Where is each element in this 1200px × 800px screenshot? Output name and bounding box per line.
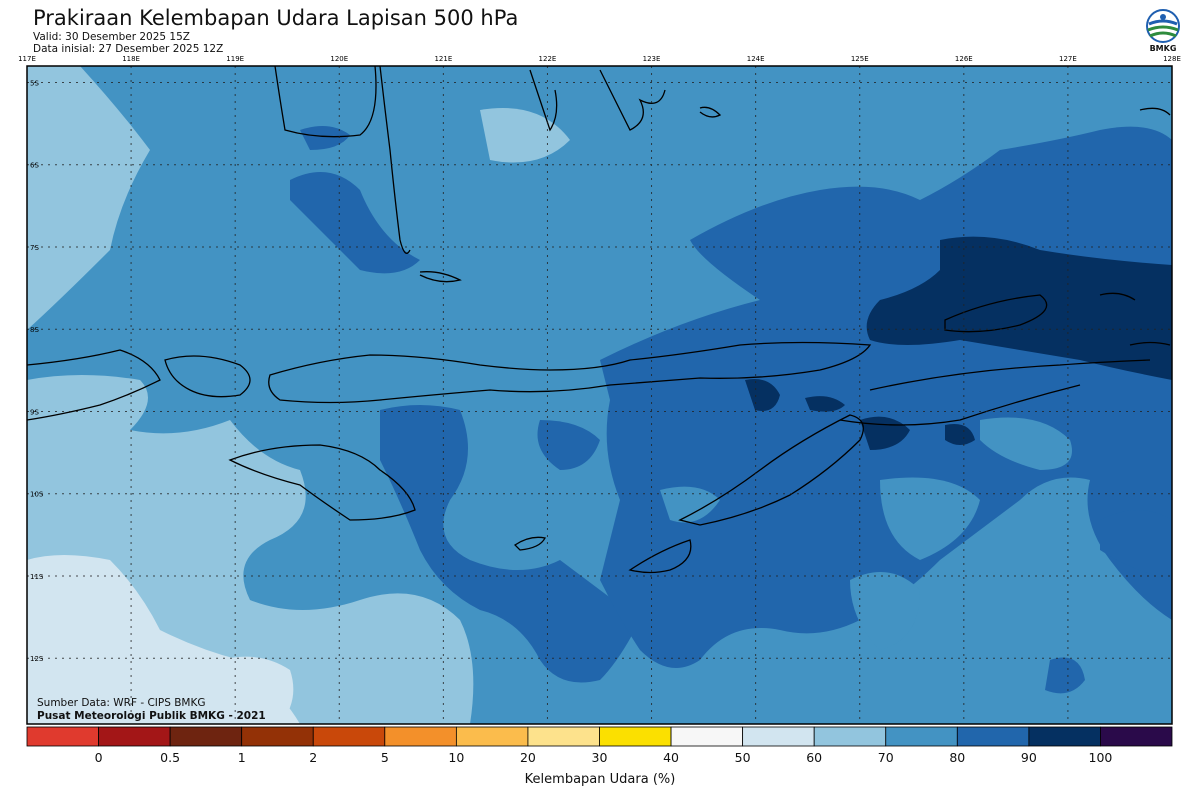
colorbar-swatch xyxy=(312,726,386,747)
colorbar-label: 20 xyxy=(519,750,536,765)
colorbar-swatch xyxy=(384,726,457,747)
logo-text: BMKG xyxy=(1149,44,1177,53)
colorbar-swatch xyxy=(98,726,171,747)
colorbar-label: 70 xyxy=(877,750,894,765)
colorbar-label: 0.5 xyxy=(160,750,181,765)
lat-tick-label: 11S xyxy=(30,573,44,581)
lon-tick-label: 126E xyxy=(955,55,973,63)
lon-tick-label: 128E xyxy=(1163,55,1181,63)
colorbar-label: 1 xyxy=(237,750,246,765)
longitude-labels: 117E 118E 119E 120E 121E 122E 123E 124E 125E 126E… xyxy=(18,55,1181,63)
lon-tick-label: 127E xyxy=(1059,55,1077,63)
initial-time: Data inisial: 27 Desember 2025 12Z xyxy=(33,43,224,55)
colorbar-label: 2 xyxy=(309,750,318,765)
colorbar-swatch xyxy=(1100,726,1173,747)
colorbar-label: 90 xyxy=(1020,750,1037,765)
colorbar-swatch xyxy=(455,726,529,747)
lat-tick-label: 9S xyxy=(30,408,39,416)
coastlines xyxy=(27,66,1171,574)
lon-tick-label: 123E xyxy=(643,55,661,63)
source-credit: Sumber Data: WRF - CIPS BMKG xyxy=(37,697,206,709)
colorbar-swatch xyxy=(885,726,958,747)
colorbar-label: 5 xyxy=(380,750,389,765)
lon-tick-label: 124E xyxy=(747,55,765,63)
lon-tick-label: 118E xyxy=(122,55,140,63)
lon-tick-label: 122E xyxy=(539,55,557,63)
colorbar-swatch xyxy=(813,726,887,747)
lon-tick-label: 119E xyxy=(226,55,244,63)
colorbar-label: 80 xyxy=(949,750,966,765)
colorbar-swatch xyxy=(169,726,243,747)
lon-tick-label: 120E xyxy=(330,55,348,63)
lat-tick-label: 5S xyxy=(30,79,39,87)
lat-tick-label: 10S xyxy=(30,491,44,499)
center-credit: Pusat Meteorologi Publik BMKG - 2021 xyxy=(37,710,266,722)
colorbar-swatch xyxy=(670,726,744,747)
colorbar-swatch xyxy=(26,726,99,747)
graticule xyxy=(27,66,1172,724)
colorbar-label: 60 xyxy=(806,750,823,765)
latitude-labels: 5S 6S 7S 8S 9S 10S 11S 12S xyxy=(30,79,44,663)
colorbar-label: 50 xyxy=(734,750,751,765)
lon-tick-label: 125E xyxy=(851,55,869,63)
colorbar-title: Kelembapan Udara (%) xyxy=(524,772,676,787)
colorbar-label: 0 xyxy=(94,750,103,765)
page-title: Prakiraan Kelembapan Udara Lapisan 500 h… xyxy=(33,6,519,30)
lat-tick-label: 7S xyxy=(30,244,39,252)
lon-tick-label: 117E xyxy=(18,55,36,63)
lon-tick-label: 121E xyxy=(434,55,452,63)
lat-tick-label: 12S xyxy=(30,655,44,663)
humidity-field xyxy=(27,66,1172,724)
colorbar-label: 10 xyxy=(448,750,465,765)
colorbar-swatch xyxy=(1028,726,1101,747)
map-frame xyxy=(26,65,1173,725)
colorbar-label: 100 xyxy=(1088,750,1113,765)
lat-tick-label: 6S xyxy=(30,162,39,170)
colorbar-swatch xyxy=(241,726,314,747)
bmkg-logo-icon xyxy=(1146,9,1180,43)
colorbar-swatch xyxy=(527,726,600,747)
colorbar-swatch xyxy=(956,726,1030,747)
colorbar-swatch xyxy=(742,726,815,747)
lat-tick-label: 8S xyxy=(30,326,39,334)
colorbar-swatch xyxy=(599,726,672,747)
colorbar-label: 40 xyxy=(663,750,680,765)
colorbar xyxy=(26,726,1173,747)
valid-time: Valid: 30 Desember 2025 15Z xyxy=(33,31,190,43)
colorbar-label: 30 xyxy=(591,750,608,765)
